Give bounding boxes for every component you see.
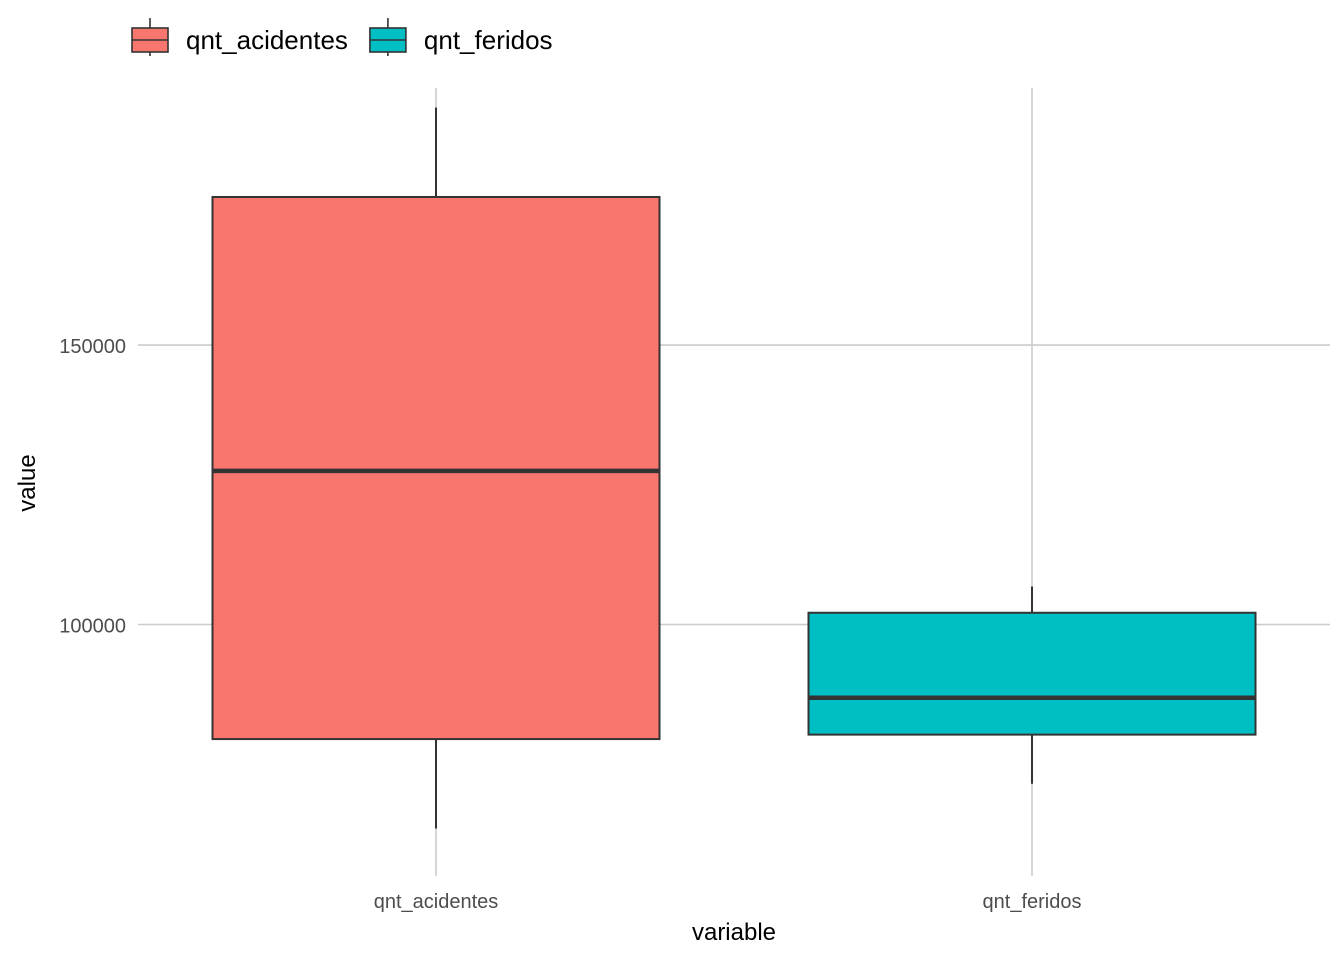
box-qnt_feridos	[807, 611, 1257, 736]
box-qnt_acidentes	[211, 195, 661, 741]
y-tick-label: 100000	[59, 616, 126, 638]
axis-layer: value variable 100000 150000 qnt_acidentes…	[14, 336, 1081, 946]
x-tick-label: qnt_acidentes	[374, 891, 499, 913]
y-axis-label: value	[14, 454, 41, 511]
x-tick-label: qnt_feridos	[983, 891, 1082, 913]
legend-item: qnt_feridos	[369, 18, 553, 56]
y-tick-label: 150000	[59, 336, 126, 358]
x-axis-label: variable	[692, 919, 776, 946]
legend-label: qnt_acidentes	[186, 25, 348, 55]
box-layer	[211, 107, 1257, 829]
legend-label: qnt_feridos	[424, 25, 553, 55]
legend: qnt_acidentes qnt_feridos	[131, 18, 553, 56]
legend-item: qnt_acidentes	[131, 18, 348, 56]
